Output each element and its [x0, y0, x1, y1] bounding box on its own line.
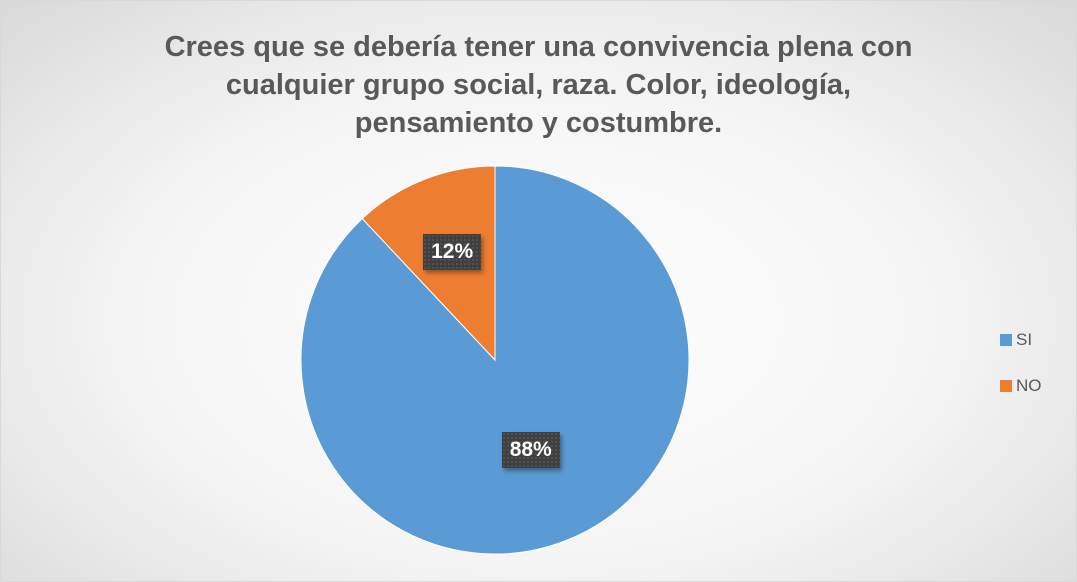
chart-title: Crees que se debería tener una convivenc…	[164, 31, 913, 139]
legend-item-no: NO	[1000, 375, 1042, 397]
legend-item-si: SI	[1000, 329, 1042, 351]
legend: SI NO	[1000, 329, 1042, 421]
legend-label-si: SI	[1016, 330, 1033, 349]
data-label-no: 12%	[423, 233, 482, 270]
legend-swatch-si	[1000, 334, 1012, 346]
data-label-si: 88%	[501, 432, 560, 469]
legend-label-no: NO	[1016, 376, 1042, 395]
legend-swatch-no	[1000, 380, 1012, 392]
